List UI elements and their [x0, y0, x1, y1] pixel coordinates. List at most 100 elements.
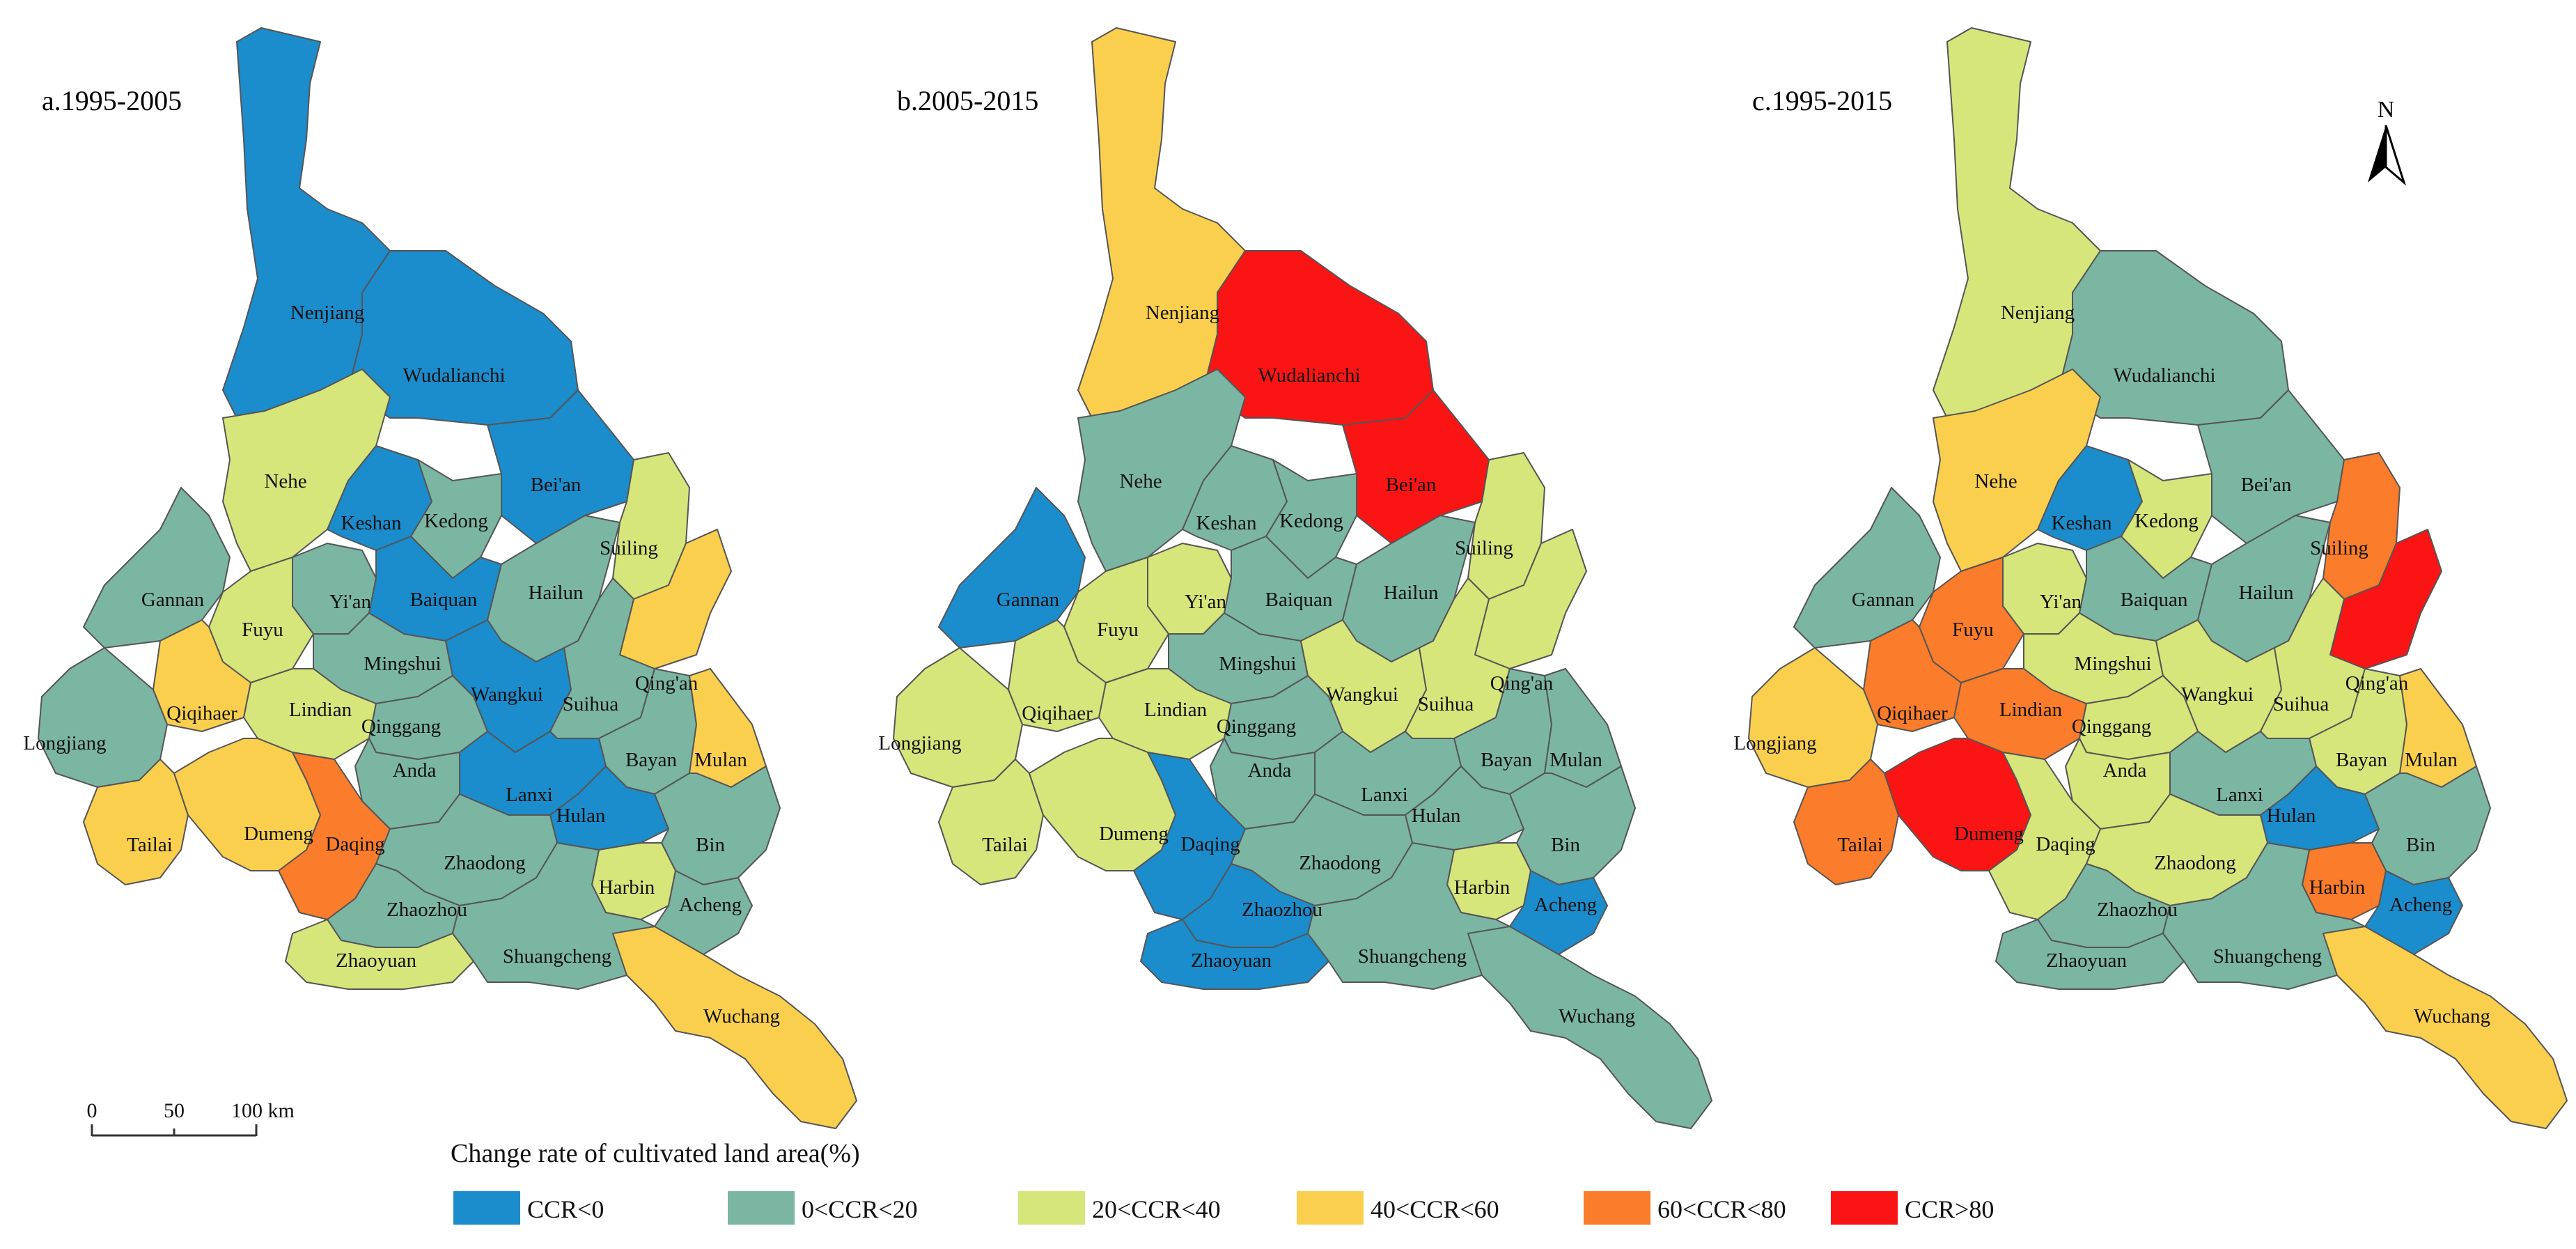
county-acheng	[654, 870, 753, 955]
county-label-mulan: Mulan	[694, 749, 747, 771]
county-label-beian: Bei'an	[2241, 474, 2292, 496]
legend-swatch	[1297, 1191, 1364, 1225]
county-label-dumeng: Dumeng	[1954, 823, 2024, 845]
north-label: N	[2378, 97, 2395, 123]
county-label-zhaodong: Zhaodong	[1299, 852, 1381, 874]
legend-item-label: 40<CCR<60	[1371, 1195, 1499, 1223]
county-shuangcheng	[1307, 842, 1524, 990]
county-label-yian: Yi'an	[329, 591, 371, 613]
county-daqing	[1133, 752, 1246, 920]
county-label-zhaozhou: Zhaozhou	[2097, 899, 2178, 921]
legend-item-label: CCR<0	[527, 1195, 604, 1223]
county-layer	[893, 27, 1712, 1129]
county-label-bayan: Bayan	[1481, 749, 1533, 771]
county-wuchang	[2323, 926, 2568, 1129]
map-panel-1995-2015: c.1995-2015 Nenjiang Wudalianchi Nehe Bei'a…	[1733, 27, 2568, 1129]
county-layer	[38, 27, 857, 1129]
north-arrow: N	[2368, 97, 2407, 186]
county-label-anda: Anda	[1248, 759, 1292, 782]
county-label-wuchang: Wuchang	[703, 1005, 780, 1027]
county-label-beian: Bei'an	[531, 474, 581, 496]
county-label-lindian: Lindian	[1144, 699, 1208, 721]
county-label-daqing: Daqing	[325, 833, 384, 855]
county-label-suiling: Suiling	[1455, 537, 1513, 559]
county-label-keshan: Keshan	[1196, 512, 1257, 534]
county-label-zhaodong: Zhaodong	[444, 852, 526, 874]
county-label-fuyu: Fuyu	[1952, 619, 1994, 641]
county-acheng	[1509, 870, 1608, 955]
county-label-mingshui: Mingshui	[364, 653, 441, 675]
county-wuchang	[1467, 926, 1712, 1129]
county-tailai	[1793, 759, 1899, 885]
county-layer	[1748, 27, 2568, 1129]
legend-title: Change rate of cultivated land area(%)	[451, 1139, 860, 1168]
panel-title: c.1995-2015	[1752, 85, 1892, 116]
county-label-daqing: Daqing	[2036, 833, 2095, 855]
county-label-wuchang: Wuchang	[2414, 1005, 2490, 1027]
county-label-tailai: Tailai	[127, 834, 173, 856]
county-label-zhaoyuan: Zhaoyuan	[2046, 949, 2127, 972]
county-label-gannan: Gannan	[997, 589, 1060, 611]
county-acheng	[2364, 870, 2463, 955]
legend-item-label: 60<CCR<80	[1657, 1195, 1786, 1223]
county-label-shuangcheng: Shuangcheng	[1358, 945, 1467, 968]
county-label-nenjiang: Nenjiang	[1146, 302, 1219, 324]
north-arrow-light-half-icon	[2384, 125, 2407, 186]
county-wuchang	[612, 926, 857, 1129]
scale-tick-label: 0	[87, 1099, 97, 1122]
county-label-anda: Anda	[2103, 759, 2147, 782]
county-label-yian: Yi'an	[1185, 591, 1226, 613]
county-label-zhaoyuan: Zhaoyuan	[336, 949, 416, 972]
scale-tick-label: 50	[164, 1099, 185, 1122]
county-label-lanxi: Lanxi	[2216, 784, 2263, 806]
county-label-zhaozhou: Zhaozhou	[1242, 899, 1322, 921]
county-label-baiquan: Baiquan	[1265, 589, 1333, 611]
county-label-fuyu: Fuyu	[1097, 619, 1139, 641]
county-label-tailai: Tailai	[1837, 834, 1883, 856]
county-label-shuangcheng: Shuangcheng	[503, 945, 611, 968]
county-label-dumeng: Dumeng	[1099, 823, 1169, 845]
county-label-daqing: Daqing	[1180, 833, 1240, 855]
map-panel-2005-2015: b.2005-2015 Nenjiang Wudalianchi Nehe Bei'a…	[878, 27, 1712, 1129]
county-label-acheng: Acheng	[679, 894, 742, 916]
county-label-qingan: Qing'an	[635, 672, 698, 695]
county-label-acheng: Acheng	[2389, 894, 2452, 916]
county-label-keshan: Keshan	[2052, 512, 2112, 534]
county-label-qiqihaer: Qiqihaer	[1877, 702, 1948, 724]
county-label-suihua: Suihua	[1418, 693, 1474, 715]
county-label-acheng: Acheng	[1534, 894, 1597, 916]
county-label-longjiang: Longjiang	[878, 732, 961, 754]
county-label-wangkui: Wangkui	[1326, 683, 1398, 706]
legend-item-label: 20<CCR<40	[1092, 1195, 1221, 1223]
county-label-harbin: Harbin	[599, 876, 655, 899]
county-label-mulan: Mulan	[1549, 749, 1602, 771]
county-label-qingan: Qing'an	[2345, 672, 2409, 695]
county-label-keshan: Keshan	[341, 512, 402, 534]
county-label-harbin: Harbin	[1454, 876, 1511, 899]
county-label-qinggang: Qinggang	[361, 715, 441, 738]
county-label-zhaozhou: Zhaozhou	[387, 899, 467, 921]
county-label-shuangcheng: Shuangcheng	[2213, 945, 2322, 968]
legend-item-label: 0<CCR<20	[802, 1195, 918, 1223]
county-label-bin: Bin	[2406, 834, 2435, 856]
county-daqing	[278, 752, 391, 920]
county-label-longjiang: Longjiang	[1733, 732, 1816, 754]
north-arrow-dark-half-icon	[2368, 125, 2386, 183]
county-label-baiquan: Baiquan	[410, 589, 478, 611]
county-label-bayan: Bayan	[2336, 749, 2388, 771]
county-label-zhaoyuan: Zhaoyuan	[1191, 949, 1272, 972]
county-label-fuyu: Fuyu	[242, 619, 283, 641]
legend-swatch	[1831, 1191, 1898, 1225]
panel-title: a.1995-2005	[42, 85, 182, 116]
county-label-qiqihaer: Qiqihaer	[166, 702, 237, 724]
county-label-harbin: Harbin	[2309, 876, 2366, 899]
county-label-wudalianchi: Wudalianchi	[2114, 364, 2216, 387]
county-label-mingshui: Mingshui	[1219, 653, 1296, 675]
legend: Change rate of cultivated land area(%) C…	[451, 1139, 1994, 1225]
county-label-hailun: Hailun	[1384, 582, 1439, 604]
county-label-nenjiang: Nenjiang	[290, 302, 364, 324]
county-label-nehe: Nehe	[1974, 470, 2017, 492]
county-label-hailun: Hailun	[529, 582, 584, 604]
county-label-gannan: Gannan	[1852, 589, 1915, 611]
